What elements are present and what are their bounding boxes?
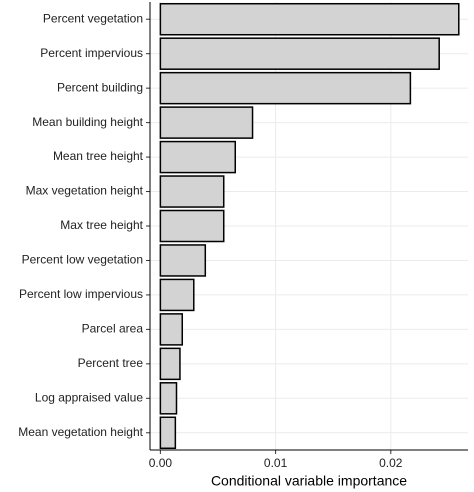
y-tick-label: Parcel area xyxy=(82,322,144,336)
y-tick-label: Percent low vegetation xyxy=(22,253,143,267)
y-tick-label: Mean vegetation height xyxy=(18,425,143,439)
y-tick-label: Percent low impervious xyxy=(19,287,143,301)
bar xyxy=(159,313,184,346)
y-tick-label: Max tree height xyxy=(60,218,143,232)
x-tick-label: 0.02 xyxy=(379,456,403,470)
bar xyxy=(159,347,181,381)
y-tick-label: Mean building height xyxy=(32,115,143,129)
bar xyxy=(159,278,195,312)
bar xyxy=(159,2,460,36)
bar xyxy=(159,175,225,208)
bar xyxy=(159,140,237,174)
x-axis-title: Conditional variable importance xyxy=(211,473,407,489)
y-tick-label: Percent building xyxy=(57,80,143,94)
y-tick-label: Max vegetation height xyxy=(26,184,144,198)
bar xyxy=(159,106,254,139)
y-tick-label: Log appraised value xyxy=(35,390,143,404)
bar xyxy=(159,382,178,415)
bar xyxy=(159,37,440,70)
y-tick-label: Percent impervious xyxy=(40,46,143,60)
y-tick-label: Percent tree xyxy=(78,356,144,370)
x-tick-label: 0.01 xyxy=(264,456,288,470)
y-tick-label: Mean tree height xyxy=(53,149,144,163)
bar xyxy=(159,244,207,277)
bar xyxy=(159,209,225,243)
x-tick-label: 0.00 xyxy=(149,456,173,470)
bar xyxy=(159,416,177,450)
bar xyxy=(159,71,412,105)
y-tick-label: Percent vegetation xyxy=(43,11,143,25)
